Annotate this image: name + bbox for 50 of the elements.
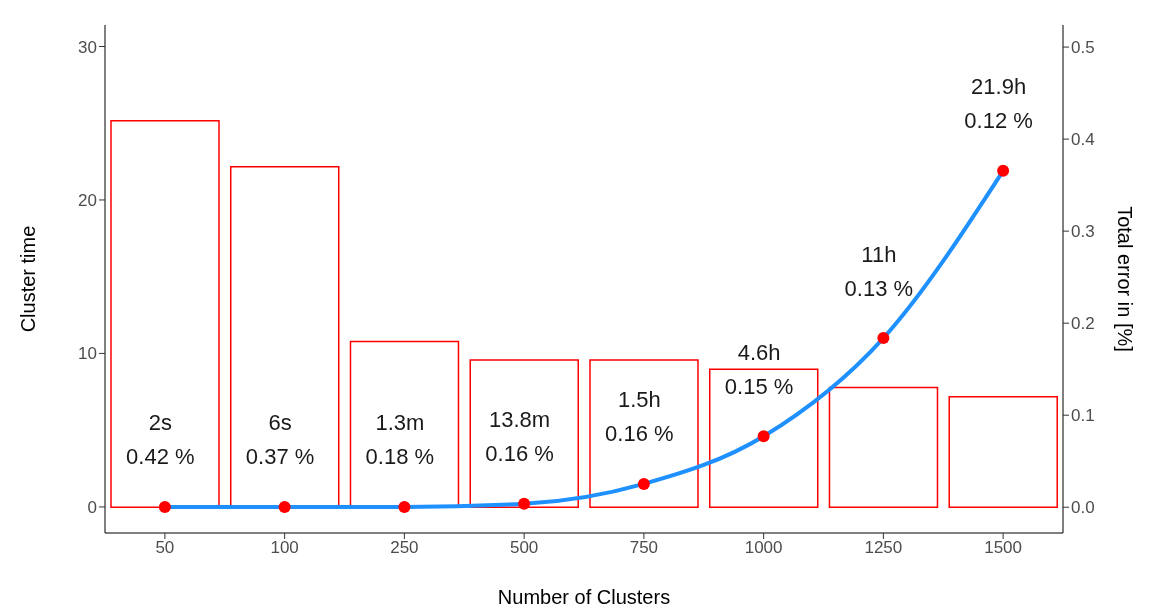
annotation: 11h (861, 241, 897, 267)
bar (948, 396, 1058, 508)
y2-tick-label: 0.5 (1071, 38, 1095, 58)
annotation: 0.16 % (485, 441, 554, 467)
annotation: 0.12 % (964, 108, 1033, 134)
y-tick-label: 0 (87, 497, 97, 517)
y2-tick-label: 0.0 (1071, 498, 1095, 518)
y-tick-label: 10 (78, 344, 97, 364)
annotation: 4.6h (737, 339, 781, 365)
annotation: 1.3m (375, 410, 425, 436)
bar (469, 359, 579, 508)
bar (828, 386, 939, 508)
x-tick-label: 1500 (984, 538, 1023, 558)
y2-tick-label: 0.1 (1071, 406, 1095, 426)
annotation: 0.13 % (844, 275, 914, 301)
x-tick-label: 50 (155, 538, 175, 558)
point (757, 430, 770, 443)
y2-tick-label: 0.4 (1071, 130, 1095, 150)
x-tick-label: 750 (629, 538, 659, 558)
point (997, 164, 1010, 177)
x-tick-label: 1250 (864, 538, 903, 558)
x-tick-label: 1000 (744, 538, 783, 558)
annotation: 0.16 % (605, 421, 674, 447)
annotation: 1.5h (617, 387, 661, 413)
bar (708, 368, 819, 508)
annotation: 2s (148, 410, 172, 436)
y-axis-title: Cluster time (17, 225, 40, 333)
bar (589, 359, 699, 508)
x-axis-title: Number of Clusters (497, 586, 671, 608)
point (158, 500, 171, 513)
point (518, 497, 531, 510)
point (278, 500, 291, 513)
annotation: 0.18 % (365, 444, 435, 470)
point (398, 500, 411, 513)
y2-tick-label: 0.3 (1071, 222, 1095, 242)
point (637, 477, 650, 490)
y-tick-label: 20 (78, 191, 97, 210)
annotation: 6s (268, 410, 292, 436)
point (877, 332, 890, 345)
y-tick-label: 30 (78, 37, 97, 57)
annotation: 0.42 % (126, 444, 195, 470)
annotation: 0.15 % (724, 373, 794, 399)
y2-tick-label: 0.2 (1071, 314, 1095, 334)
annotation: 21.9h (971, 74, 1027, 100)
y2-axis-title: Total error in [%] (1113, 206, 1136, 352)
annotation: 0.37 % (245, 444, 315, 470)
x-tick-label: 500 (509, 538, 539, 558)
x-tick-label: 250 (390, 538, 419, 558)
x-tick-label: 100 (270, 538, 299, 558)
annotation: 13.8m (489, 407, 551, 433)
